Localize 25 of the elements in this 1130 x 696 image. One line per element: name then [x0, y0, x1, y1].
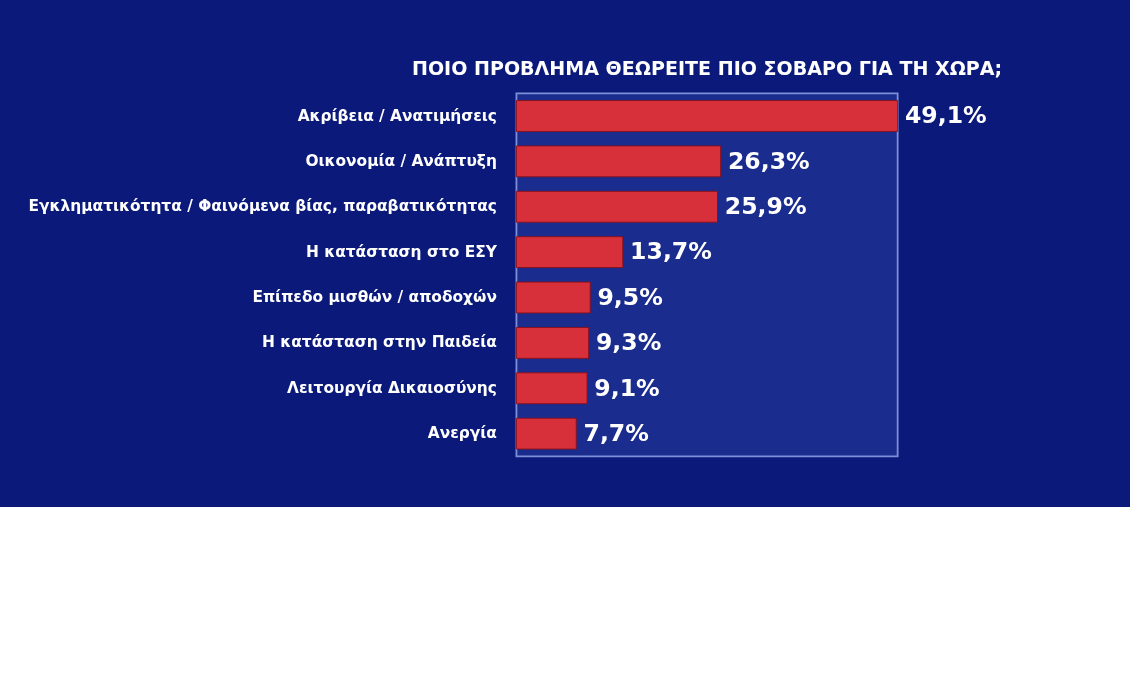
data-label: 49,1%: [904, 101, 987, 130]
y-tick-label: Η κατάσταση στο ΕΣΥ: [305, 242, 498, 261]
data-label: 9,1%: [594, 373, 660, 402]
bar: [515, 372, 588, 405]
y-tick-label: Επίπεδο μισθών / αποδοχών: [252, 288, 497, 307]
data-label: 9,5%: [597, 282, 663, 311]
bar: [515, 236, 624, 269]
y-tick-label: Εγκληματικότητα / Φαινόμενα βίας, παραβατικότητας: [28, 197, 497, 216]
y-tick-label: Οικονομία / Ανάπτυξη: [305, 151, 497, 170]
data-label: 7,7%: [583, 418, 649, 447]
data-label: 26,3%: [727, 146, 810, 175]
data-label: 25,9%: [724, 192, 807, 221]
bar: [515, 145, 722, 178]
bar: [515, 327, 590, 359]
bar: [515, 190, 718, 223]
chart-title: ΠΟΙΟ ΠΡΟΒΛΗΜΑ ΘΕΩΡΕΙΤΕ ΠΙΟ ΣΟΒΑΡΟ ΓΙΑ ΤΗ ΧΩΡΑ;: [411, 57, 1003, 80]
bar: [515, 417, 577, 450]
y-tick-label: Ανεργία: [427, 424, 497, 443]
data-label: 9,3%: [595, 328, 662, 357]
bar: [515, 281, 591, 314]
bar: [515, 100, 899, 132]
y-tick-label: Ακρίβεια / Ανατιμήσεις: [297, 106, 497, 125]
y-tick-label: Λειτουργία Δικαιοσύνης: [287, 378, 497, 397]
data-label: 13,7%: [630, 237, 712, 266]
y-tick-label: Η κατάσταση στην Παιδεία: [262, 333, 497, 352]
